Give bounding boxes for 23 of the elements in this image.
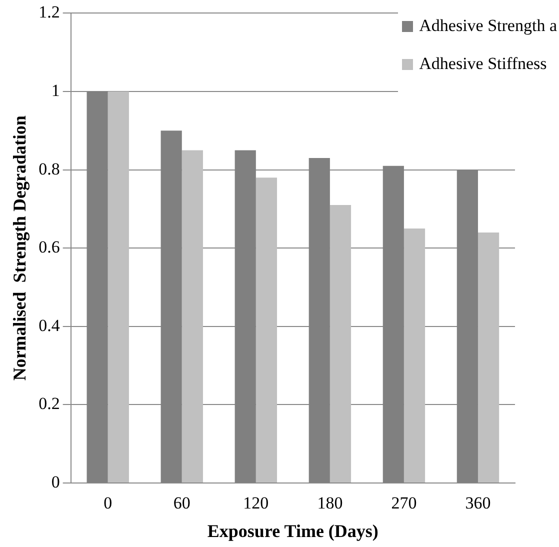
- x-tick-label: 120: [243, 494, 269, 513]
- x-tick-label: 180: [317, 494, 343, 513]
- x-tick-label: 60: [173, 494, 190, 513]
- legend-label: Adhesive Strength a: [419, 16, 557, 36]
- x-tick-label: 0: [104, 494, 112, 513]
- bar: [330, 205, 352, 482]
- bar: [108, 92, 129, 482]
- x-tick-label: 360: [465, 494, 491, 513]
- y-tick-label: 0: [51, 472, 60, 492]
- y-axis-title: Normalised Strength Degradation: [9, 116, 30, 381]
- x-axis-title: Exposure Time (Days): [207, 520, 378, 541]
- y-tick-label: 0.2: [38, 394, 60, 414]
- y-tick-label: 0.4: [38, 316, 60, 335]
- legend-label: Adhesive Stiffness: [419, 54, 547, 74]
- bar: [256, 178, 278, 482]
- y-tick-label: 1: [51, 80, 60, 100]
- y-tick-label: 1.2: [38, 2, 60, 22]
- bar: [478, 232, 500, 482]
- y-tick-label: 0.6: [38, 238, 60, 257]
- x-tick-label: 270: [391, 494, 417, 513]
- y-tick-label: 0.8: [38, 159, 60, 178]
- bar: [182, 150, 203, 482]
- bar: [404, 228, 426, 482]
